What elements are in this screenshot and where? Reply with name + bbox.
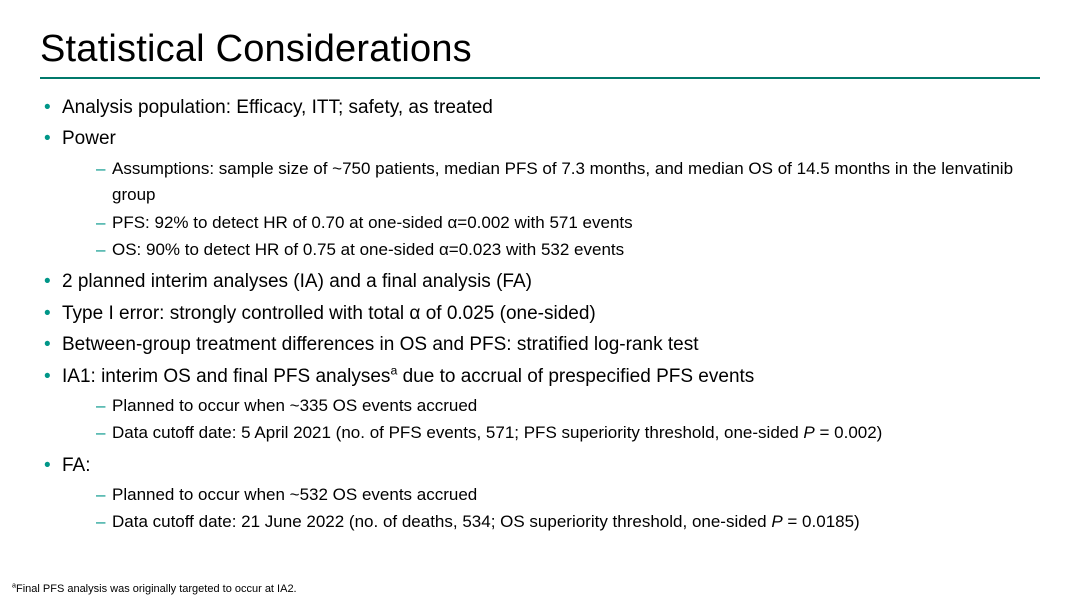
bullet-item: Type I error: strongly controlled with t…	[40, 299, 1040, 328]
sub-bullet-text: Data cutoff date: 5 April 2021 (no. of P…	[112, 423, 803, 442]
title-underline	[40, 77, 1040, 79]
sub-bullet-item: PFS: 92% to detect HR of 0.70 at one-sid…	[96, 210, 1040, 236]
bullet-item: Analysis population: Efficacy, ITT; safe…	[40, 93, 1040, 122]
bullet-item: FA: Planned to occur when ~532 OS events…	[40, 451, 1040, 536]
slide-title: Statistical Considerations	[40, 28, 1040, 71]
bullet-text: Power	[62, 128, 116, 149]
bullet-item: Between-group treatment differences in O…	[40, 330, 1040, 359]
bullet-text: Analysis population: Efficacy, ITT; safe…	[62, 97, 493, 118]
bullet-text: 2 planned interim analyses (IA) and a fi…	[62, 271, 532, 292]
sub-bullet-text: Assumptions: sample size of ~750 patient…	[112, 159, 1013, 204]
sub-bullet-item: Planned to occur when ~335 OS events acc…	[96, 393, 1040, 419]
footnote-text: Final PFS analysis was originally target…	[16, 583, 297, 595]
bullet-item: 2 planned interim analyses (IA) and a fi…	[40, 267, 1040, 296]
bullet-text: Type I error: strongly controlled with t…	[62, 303, 596, 324]
sub-bullet-text: Planned to occur when ~335 OS events acc…	[112, 396, 477, 415]
sub-bullet-text: OS: 90% to detect HR of 0.75 at one-side…	[112, 240, 624, 259]
sub-bullet-text: Planned to occur when ~532 OS events acc…	[112, 485, 477, 504]
sub-bullet-item: Data cutoff date: 5 April 2021 (no. of P…	[96, 420, 1040, 446]
bullet-item: Power Assumptions: sample size of ~750 p…	[40, 124, 1040, 263]
sub-bullet-list: Assumptions: sample size of ~750 patient…	[62, 156, 1040, 263]
sub-bullet-item: Assumptions: sample size of ~750 patient…	[96, 156, 1040, 209]
slide: Statistical Considerations Analysis popu…	[0, 0, 1080, 605]
sub-bullet-text: = 0.0185)	[783, 512, 860, 531]
bullet-text: Between-group treatment differences in O…	[62, 334, 698, 355]
sub-bullet-text: = 0.002)	[815, 423, 883, 442]
sub-bullet-list: Planned to occur when ~532 OS events acc…	[62, 482, 1040, 536]
sub-bullet-item: Planned to occur when ~532 OS events acc…	[96, 482, 1040, 508]
sub-bullet-list: Planned to occur when ~335 OS events acc…	[62, 393, 1040, 447]
italic-p: P	[803, 423, 814, 442]
sub-bullet-text: PFS: 92% to detect HR of 0.70 at one-sid…	[112, 213, 633, 232]
footnote: aFinal PFS analysis was originally targe…	[12, 583, 297, 595]
bullet-text-suffix: due to accrual of prespecified PFS event…	[397, 366, 754, 387]
bullet-list: Analysis population: Efficacy, ITT; safe…	[40, 93, 1040, 536]
bullet-text: FA:	[62, 455, 91, 476]
sub-bullet-item: OS: 90% to detect HR of 0.75 at one-side…	[96, 237, 1040, 263]
bullet-text-prefix: IA1: interim OS and final PFS analyses	[62, 366, 390, 387]
bullet-item: IA1: interim OS and final PFS analysesa …	[40, 362, 1040, 447]
sub-bullet-item: Data cutoff date: 21 June 2022 (no. of d…	[96, 509, 1040, 535]
sub-bullet-text: Data cutoff date: 21 June 2022 (no. of d…	[112, 512, 771, 531]
italic-p: P	[771, 512, 782, 531]
